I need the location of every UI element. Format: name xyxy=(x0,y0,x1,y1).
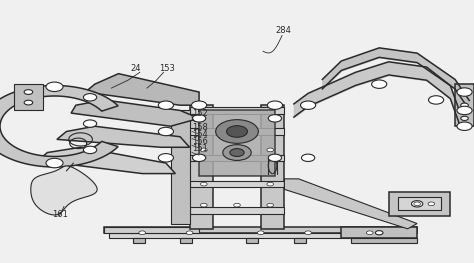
Circle shape xyxy=(301,154,315,161)
Circle shape xyxy=(267,182,273,186)
Polygon shape xyxy=(190,107,284,114)
Text: 154: 154 xyxy=(192,130,208,139)
Polygon shape xyxy=(190,207,284,214)
Circle shape xyxy=(268,154,282,161)
Circle shape xyxy=(191,101,207,109)
Circle shape xyxy=(305,231,311,235)
Circle shape xyxy=(457,106,472,115)
Polygon shape xyxy=(261,105,284,229)
Circle shape xyxy=(46,82,63,92)
Circle shape xyxy=(216,120,258,143)
Circle shape xyxy=(186,231,193,235)
Polygon shape xyxy=(190,181,284,187)
Polygon shape xyxy=(190,155,284,161)
Circle shape xyxy=(192,115,206,122)
Polygon shape xyxy=(0,85,118,167)
Circle shape xyxy=(24,100,33,105)
Polygon shape xyxy=(71,100,199,126)
Circle shape xyxy=(267,203,273,207)
Circle shape xyxy=(372,80,387,88)
Text: 151: 151 xyxy=(192,144,208,153)
Circle shape xyxy=(457,122,472,130)
Circle shape xyxy=(414,202,420,206)
Polygon shape xyxy=(199,110,275,176)
Polygon shape xyxy=(389,192,450,216)
Circle shape xyxy=(428,202,435,206)
Polygon shape xyxy=(398,197,441,210)
Polygon shape xyxy=(190,128,284,135)
Circle shape xyxy=(83,94,97,101)
Circle shape xyxy=(227,126,247,137)
Circle shape xyxy=(83,146,97,154)
Text: 161: 161 xyxy=(52,210,68,219)
Circle shape xyxy=(83,120,97,127)
Polygon shape xyxy=(85,74,199,105)
Polygon shape xyxy=(31,166,97,215)
Circle shape xyxy=(411,201,423,207)
Circle shape xyxy=(158,154,173,162)
Circle shape xyxy=(257,231,264,235)
Polygon shape xyxy=(351,238,412,241)
Polygon shape xyxy=(133,238,145,243)
Text: 24: 24 xyxy=(130,64,141,73)
Polygon shape xyxy=(104,227,417,233)
Circle shape xyxy=(46,158,63,168)
Circle shape xyxy=(301,101,316,109)
Polygon shape xyxy=(109,233,412,238)
Polygon shape xyxy=(14,84,43,110)
Circle shape xyxy=(201,182,207,186)
Polygon shape xyxy=(455,84,474,126)
Polygon shape xyxy=(38,147,175,174)
Text: 156: 156 xyxy=(192,137,208,146)
Circle shape xyxy=(201,203,207,207)
Circle shape xyxy=(267,101,283,109)
Polygon shape xyxy=(190,105,213,229)
Polygon shape xyxy=(104,227,199,233)
Circle shape xyxy=(268,115,282,122)
Circle shape xyxy=(139,231,146,235)
Polygon shape xyxy=(180,238,192,243)
Text: 158: 158 xyxy=(192,123,208,132)
Circle shape xyxy=(366,231,373,235)
Text: 284: 284 xyxy=(275,26,291,35)
Polygon shape xyxy=(341,227,417,238)
Circle shape xyxy=(24,90,33,94)
Text: 153: 153 xyxy=(159,64,174,73)
Circle shape xyxy=(234,203,240,207)
Circle shape xyxy=(192,154,206,161)
Circle shape xyxy=(457,88,472,96)
Circle shape xyxy=(461,116,468,120)
Polygon shape xyxy=(171,110,190,224)
Circle shape xyxy=(267,148,273,152)
Circle shape xyxy=(223,145,251,160)
Circle shape xyxy=(158,101,173,109)
Circle shape xyxy=(461,90,468,94)
Circle shape xyxy=(461,103,468,107)
Circle shape xyxy=(230,149,244,156)
Circle shape xyxy=(375,231,383,235)
Polygon shape xyxy=(246,238,258,243)
Polygon shape xyxy=(57,126,190,147)
Text: 152: 152 xyxy=(192,109,208,118)
Polygon shape xyxy=(294,238,306,243)
Circle shape xyxy=(158,127,173,136)
Polygon shape xyxy=(284,179,417,229)
Circle shape xyxy=(201,148,207,152)
Circle shape xyxy=(428,96,444,104)
Polygon shape xyxy=(351,238,417,243)
